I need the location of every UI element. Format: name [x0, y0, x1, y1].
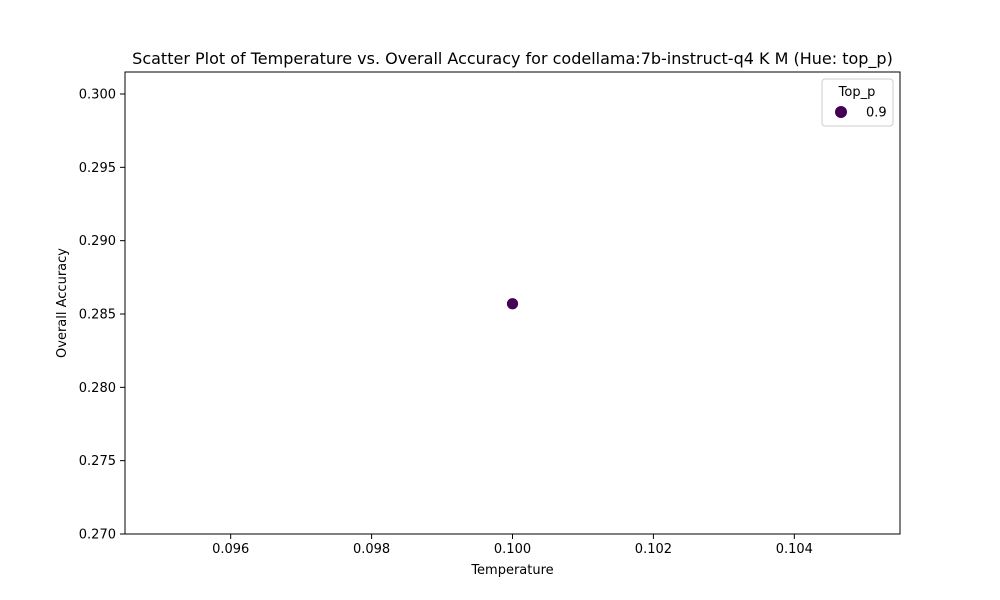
y-axis-ticks: 0.270 0.275 0.280 0.285 0.290 0.295 0.300 — [79, 88, 125, 543]
data-points — [506, 297, 519, 311]
y-tick-label: 0.280 — [79, 381, 116, 396]
x-axis-label: Temperature — [470, 563, 553, 578]
x-tick-label: 0.104 — [776, 542, 813, 557]
y-axis-label: Overall Accuracy — [55, 248, 70, 358]
x-tick-label: 0.098 — [353, 542, 390, 557]
scatter-point — [506, 297, 519, 311]
y-tick-label: 0.290 — [79, 234, 116, 249]
y-tick-label: 0.295 — [79, 161, 116, 176]
x-tick-label: 0.100 — [494, 542, 531, 557]
legend-marker — [835, 106, 847, 118]
y-tick-label: 0.275 — [79, 454, 116, 469]
x-axis-ticks: 0.096 0.098 0.100 0.102 0.104 — [212, 534, 813, 557]
y-tick-label: 0.300 — [79, 88, 116, 103]
chart-title: Scatter Plot of Temperature vs. Overall … — [132, 49, 893, 69]
x-tick-label: 0.096 — [212, 542, 249, 557]
legend-title: Top_p — [838, 85, 876, 100]
y-tick-label: 0.270 — [79, 528, 116, 543]
legend-entry-label: 0.9 — [866, 106, 887, 121]
x-tick-label: 0.102 — [635, 542, 672, 557]
legend: Top_p 0.9 — [821, 78, 894, 127]
legend-entries: 0.9 — [835, 106, 887, 121]
y-tick-label: 0.285 — [79, 308, 116, 323]
